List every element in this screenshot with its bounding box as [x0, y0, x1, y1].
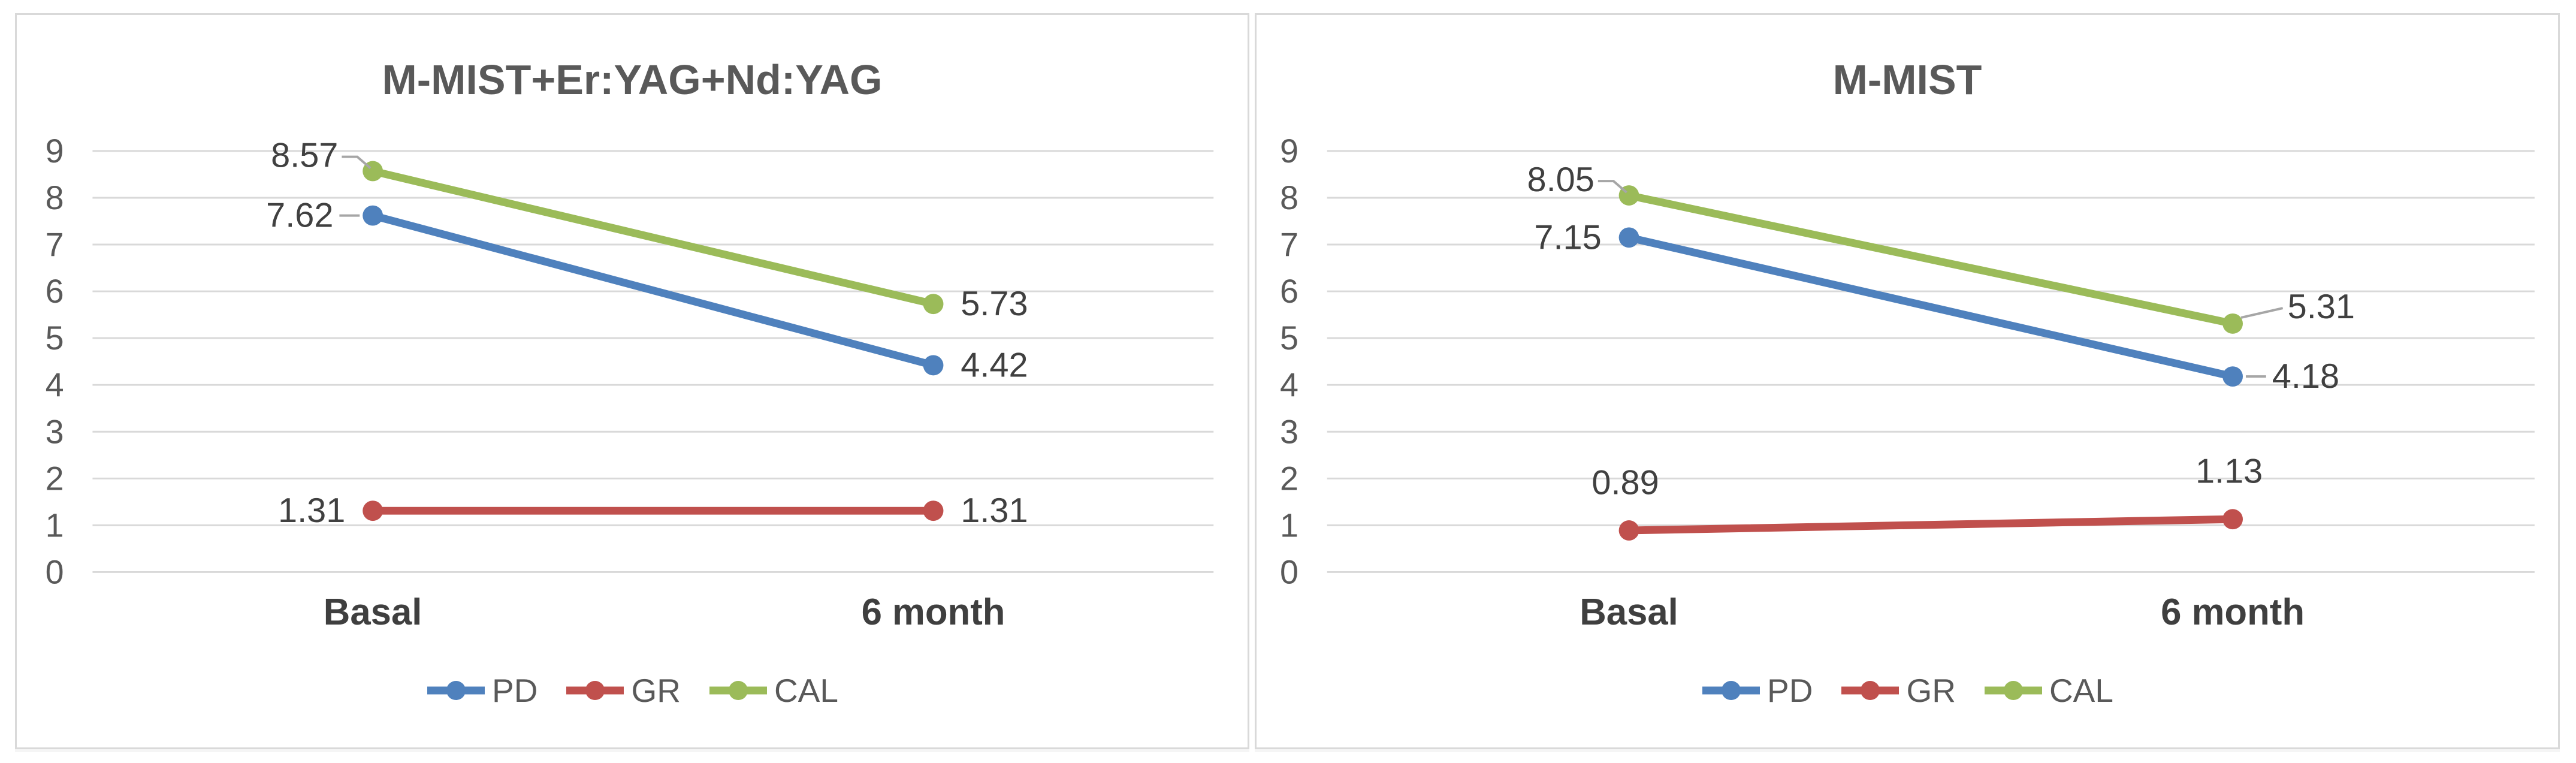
svg-text:1: 1 [1280, 506, 1298, 544]
svg-text:4.18: 4.18 [2272, 357, 2339, 396]
legend: PD GR CAL [1257, 669, 2558, 711]
svg-text:0.89: 0.89 [1591, 463, 1659, 502]
legend-item-cal: CAL [1983, 671, 2113, 710]
chart-panel-left: M-MIST+Er:YAG+Nd:YAG 0 1 2 3 4 5 6 7 8 9 Basal 6 mo… [15, 13, 1249, 749]
legend-marker-gr-icon [1841, 681, 1899, 700]
svg-text:7: 7 [46, 226, 64, 263]
svg-text:8: 8 [1280, 179, 1298, 216]
svg-text:Basal: Basal [1580, 592, 1678, 633]
svg-text:0: 0 [1280, 553, 1298, 590]
legend-marker-gr-icon [566, 681, 624, 700]
svg-text:3: 3 [46, 413, 64, 450]
legend-marker-cal-icon [1984, 681, 2042, 700]
legend-label: PD [492, 672, 538, 709]
svg-text:0: 0 [46, 553, 64, 590]
svg-text:3: 3 [1280, 413, 1298, 450]
svg-text:6 month: 6 month [862, 592, 1005, 633]
svg-text:8.57: 8.57 [271, 137, 338, 175]
legend-marker-pd-icon [427, 681, 485, 700]
chart-title: M-MIST [1832, 56, 1982, 103]
legend-item-pd: PD [1701, 671, 1813, 710]
svg-text:Basal: Basal [324, 592, 422, 633]
svg-text:2: 2 [1280, 460, 1298, 497]
legend-label: CAL [774, 672, 838, 709]
svg-text:5.73: 5.73 [961, 285, 1028, 323]
legend-item-gr: GR [565, 671, 681, 710]
svg-text:1.13: 1.13 [2196, 453, 2263, 491]
legend-label: CAL [2049, 672, 2113, 709]
svg-text:8.05: 8.05 [1527, 161, 1594, 199]
svg-text:2: 2 [46, 460, 64, 497]
legend-item-pd: PD [426, 671, 537, 710]
legend-label: GR [631, 672, 681, 709]
legend-label: GR [1906, 672, 1956, 709]
svg-text:4.42: 4.42 [961, 346, 1028, 384]
svg-text:6 month: 6 month [2161, 592, 2305, 633]
svg-text:1.31: 1.31 [961, 491, 1028, 530]
svg-text:6: 6 [1280, 273, 1298, 310]
svg-text:7.15: 7.15 [1534, 218, 1601, 257]
svg-text:5.31: 5.31 [2288, 288, 2355, 326]
legend-label: PD [1767, 672, 1813, 709]
svg-text:1.31: 1.31 [278, 491, 345, 530]
svg-text:5: 5 [46, 319, 64, 357]
legend-item-cal: CAL [708, 671, 838, 710]
line-chart-right: 0 1 2 3 4 5 6 7 8 9 Basal 6 month 7.15 4.18 0.89 1.13 8.… [1280, 132, 2535, 633]
svg-text:7.62: 7.62 [266, 197, 333, 235]
svg-text:4: 4 [1280, 366, 1298, 403]
svg-text:5: 5 [1280, 319, 1298, 357]
legend-marker-cal-icon [709, 681, 767, 700]
legend-item-gr: GR [1840, 671, 1956, 710]
line-chart-left: 0 1 2 3 4 5 6 7 8 9 Basal 6 month 7.62 4.42 1.31 1.31 8.… [46, 132, 1214, 633]
svg-text:6: 6 [46, 273, 64, 310]
legend-marker-pd-icon [1702, 681, 1760, 700]
svg-text:1: 1 [46, 506, 64, 544]
svg-text:9: 9 [1280, 132, 1298, 170]
svg-text:8: 8 [46, 179, 64, 216]
svg-text:9: 9 [46, 132, 64, 170]
chart-panel-right: M-MIST 0 1 2 3 4 5 6 7 8 9 Basal 6 month 7.15 4.18 0.8… [1255, 13, 2560, 749]
svg-text:7: 7 [1280, 226, 1298, 263]
legend: PD GR CAL [17, 669, 1248, 711]
chart-title: M-MIST+Er:YAG+Nd:YAG [382, 56, 883, 103]
svg-text:4: 4 [46, 366, 64, 403]
